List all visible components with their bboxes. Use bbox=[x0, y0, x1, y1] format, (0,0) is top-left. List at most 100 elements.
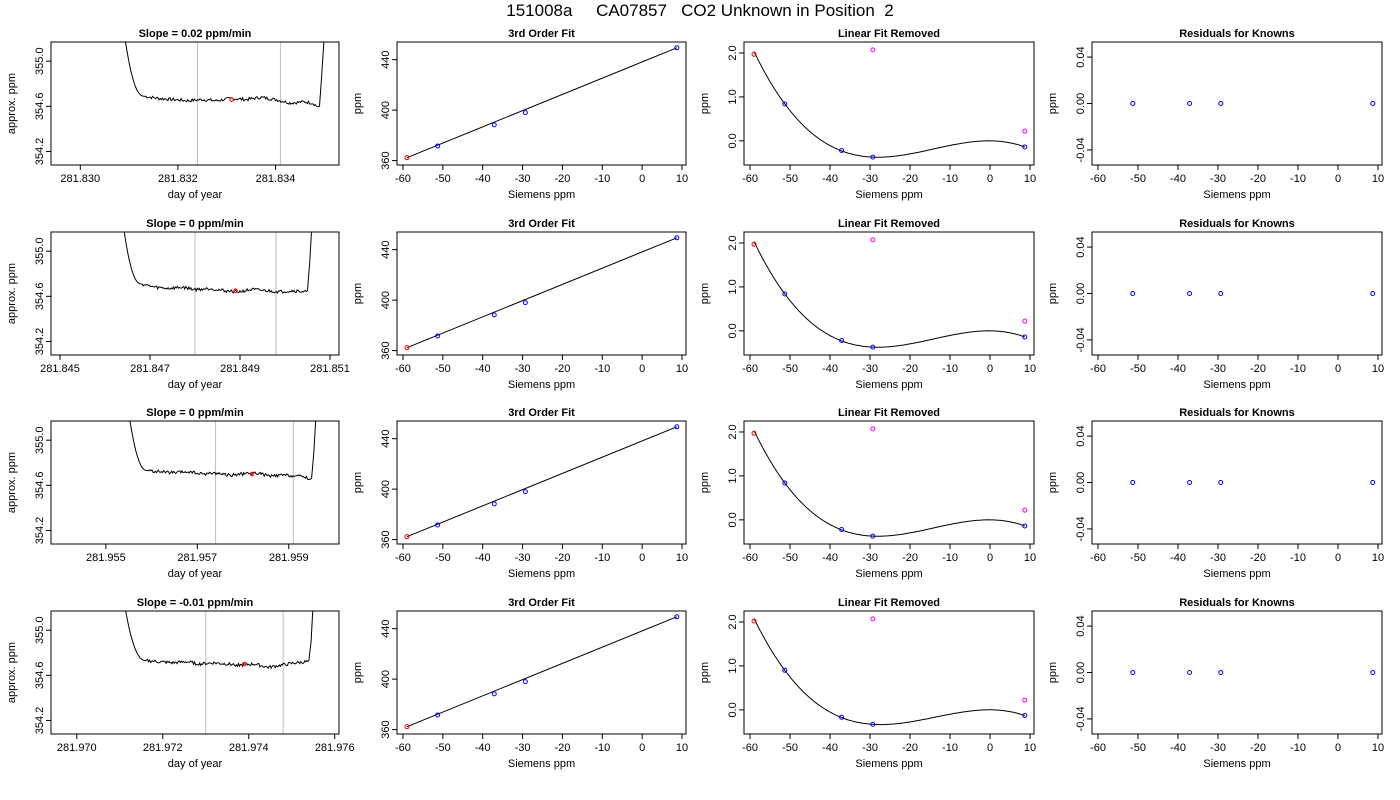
x-tick-label: 281.959 bbox=[269, 552, 309, 564]
plot-frame bbox=[1091, 41, 1383, 166]
y-axis-label: approx. ppm bbox=[6, 452, 18, 513]
y-tick-label: 355.0 bbox=[34, 47, 46, 75]
known-point bbox=[522, 110, 528, 116]
panel-title: 3rd Order Fit bbox=[508, 597, 575, 609]
x-tick-label: 0 bbox=[987, 552, 993, 564]
x-tick-label: -20 bbox=[902, 173, 918, 185]
panel-title: 3rd Order Fit bbox=[508, 218, 575, 230]
y-tick-label: 2.0 bbox=[727, 424, 739, 439]
x-tick-label: 281.834 bbox=[256, 173, 296, 185]
panel-title: Linear Fit Removed bbox=[838, 597, 940, 609]
panel-2-4: Residuals for Knowns -60 -50 -40 -30 -20 -10 0 1… bbox=[1047, 218, 1384, 391]
y-axis-label: ppm bbox=[352, 472, 364, 493]
x-tick-label: -60 bbox=[742, 363, 758, 375]
x-axis-label: Siemens ppm bbox=[1203, 379, 1270, 391]
x-tick-label: -60 bbox=[742, 552, 758, 564]
x-tick-label: 0 bbox=[639, 173, 645, 185]
x-tick-label: 10 bbox=[676, 552, 688, 564]
x-tick-label: 281.851 bbox=[310, 363, 350, 375]
y-axis-label: approx. ppm bbox=[6, 263, 18, 324]
y-tick-label: 354.2 bbox=[34, 138, 46, 166]
x-tick-label: 0 bbox=[1335, 552, 1341, 564]
known-point bbox=[782, 101, 788, 107]
panel-3-2: 3rd Order Fit -60 -50 -40 -30 -20 -10 0 10 360 400… bbox=[352, 407, 688, 580]
plot-frame bbox=[743, 41, 1035, 166]
known-point bbox=[839, 148, 845, 154]
plot-frame bbox=[50, 41, 340, 166]
panel-1-2: 3rd Order Fit -60 -50 -40 -30 -20 -10 0 10 360 400… bbox=[352, 28, 688, 201]
panel-3-4: Residuals for Knowns -60 -50 -40 -30 -20 -10 0 1… bbox=[1047, 407, 1384, 580]
x-tick-label: 281.832 bbox=[158, 173, 198, 185]
y-tick-label: 440 bbox=[380, 619, 392, 637]
plot-area bbox=[404, 235, 680, 351]
known-point bbox=[522, 300, 528, 306]
y-tick-label: 0.04 bbox=[1075, 46, 1087, 67]
comparison-point bbox=[870, 47, 876, 53]
x-tick-label: 10 bbox=[1372, 552, 1384, 564]
x-tick-label: 0 bbox=[1335, 173, 1341, 185]
x-tick-label: -30 bbox=[1210, 552, 1226, 564]
residual-point bbox=[1130, 480, 1136, 485]
residual-point bbox=[1187, 670, 1193, 675]
known-point bbox=[435, 712, 441, 718]
plot-frame bbox=[50, 610, 340, 735]
x-tick-label: -40 bbox=[822, 173, 838, 185]
x-tick-label: -50 bbox=[1130, 363, 1146, 375]
unknown-point bbox=[751, 241, 757, 247]
x-axis-label: Siemens ppm bbox=[1203, 189, 1270, 201]
plot-area bbox=[1130, 101, 1376, 106]
x-tick-label: 0 bbox=[987, 363, 993, 375]
x-tick-label: 10 bbox=[676, 742, 688, 754]
x-tick-label: 281.955 bbox=[86, 552, 126, 564]
x-tick-label: -40 bbox=[475, 363, 491, 375]
x-tick-label: -20 bbox=[1250, 742, 1266, 754]
panel-4-3: Linear Fit Removed -60 -50 -40 -30 -20 -10 0 10 0… bbox=[699, 597, 1036, 770]
unknown-point bbox=[404, 724, 410, 730]
fit-line bbox=[406, 47, 678, 159]
y-tick-label: -0.04 bbox=[1075, 706, 1087, 731]
fit-line bbox=[406, 616, 678, 728]
x-tick-label: -40 bbox=[1170, 173, 1186, 185]
known-point bbox=[674, 235, 680, 241]
residual-point bbox=[1187, 291, 1193, 296]
x-tick-label: -10 bbox=[1290, 363, 1306, 375]
y-tick-label: 354.6 bbox=[34, 93, 46, 121]
residual-point bbox=[1187, 480, 1193, 485]
x-tick-label: 10 bbox=[676, 173, 688, 185]
plot-frame bbox=[1091, 231, 1383, 356]
x-tick-label: -20 bbox=[1250, 363, 1266, 375]
y-tick-label: 354.2 bbox=[34, 517, 46, 545]
x-axis-label: Siemens ppm bbox=[508, 189, 575, 201]
ppm-trace bbox=[125, 611, 314, 670]
y-tick-label: 354.6 bbox=[34, 662, 46, 690]
x-tick-label: -30 bbox=[515, 552, 531, 564]
plot-area bbox=[751, 426, 1028, 539]
unknown-marker bbox=[249, 471, 255, 477]
x-tick-label: -60 bbox=[1090, 742, 1106, 754]
y-tick-label: 360 bbox=[380, 530, 392, 548]
x-tick-label: -20 bbox=[554, 742, 570, 754]
plot-frame bbox=[1091, 610, 1383, 735]
y-tick-label: 400 bbox=[380, 480, 392, 498]
x-tick-label: 0 bbox=[1335, 742, 1341, 754]
y-tick-label: 1.0 bbox=[727, 658, 739, 673]
plot-area bbox=[404, 614, 680, 730]
x-tick-label: -60 bbox=[1090, 363, 1106, 375]
comparison-point bbox=[870, 616, 876, 622]
x-axis-label: Siemens ppm bbox=[508, 379, 575, 391]
plot-frame bbox=[50, 231, 340, 356]
x-tick-label: -10 bbox=[1290, 173, 1306, 185]
y-axis-label: approx. ppm bbox=[6, 642, 18, 703]
y-axis-label: approx. ppm bbox=[6, 73, 18, 134]
y-axis-label: ppm bbox=[699, 283, 711, 304]
panel-title: Residuals for Knowns bbox=[1179, 597, 1295, 609]
y-tick-label: 400 bbox=[380, 670, 392, 688]
panel-title: Slope = -0.01 ppm/min bbox=[137, 597, 254, 609]
residual-point bbox=[1370, 291, 1376, 296]
y-tick-label: 1.0 bbox=[727, 468, 739, 483]
x-axis-label: Siemens ppm bbox=[855, 568, 922, 580]
panel-4-2: 3rd Order Fit -60 -50 -40 -30 -20 -10 0 10 360 400… bbox=[352, 597, 688, 770]
y-tick-label: 0.04 bbox=[1075, 236, 1087, 257]
comparison-point bbox=[1022, 507, 1028, 513]
